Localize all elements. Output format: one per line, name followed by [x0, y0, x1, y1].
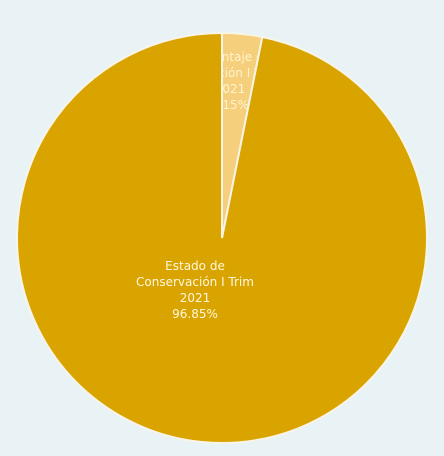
pie-slice-label-line: 96.85% [172, 307, 218, 321]
pie-slice-label-line: Conservación I Trim [136, 275, 254, 289]
pie-slice-label-line: Estado de [165, 259, 225, 273]
pie-slice-label-line: 2021 [180, 291, 211, 305]
pie-slice-label-1: Estado de Conservación I Trim 2021 96.85% [136, 259, 254, 321]
pie-slice-1 [16, 31, 428, 444]
